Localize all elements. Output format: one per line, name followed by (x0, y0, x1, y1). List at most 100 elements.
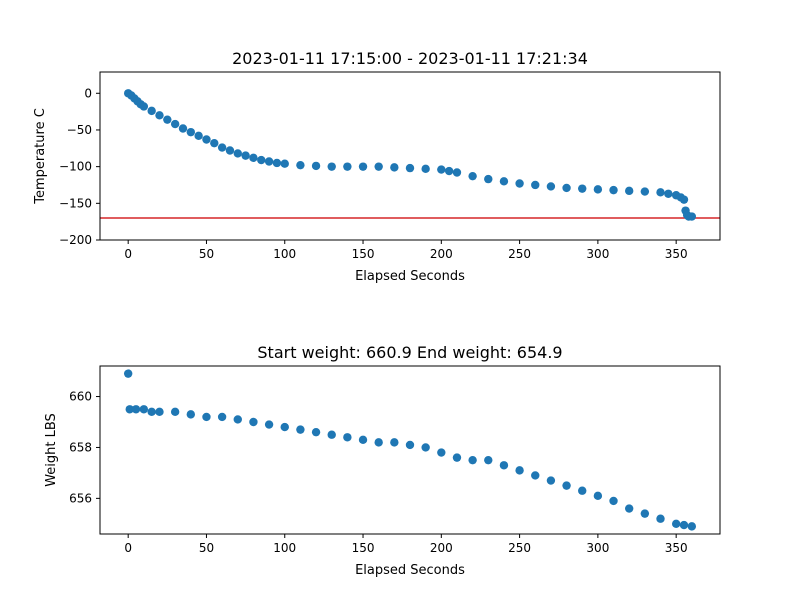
temperature-data-point (374, 162, 383, 171)
temperature-data-point (194, 131, 203, 141)
temperature-data-point (155, 111, 164, 120)
temperature-data-point (241, 151, 250, 160)
temperature-data-point (593, 185, 603, 194)
weight-y-tick-label: 660 (69, 390, 92, 404)
weight-data-point (186, 410, 196, 419)
temperature-data-point (210, 138, 219, 148)
temperature-x-tick-label: 50 (199, 247, 214, 261)
temperature-data-point (311, 161, 321, 171)
temperature-data-point (437, 165, 446, 174)
weight-x-tick-label: 300 (586, 541, 609, 555)
temperature-y-axis-label: Temperature C (33, 108, 48, 205)
weight-data-point (624, 504, 634, 513)
weight-data-point (125, 405, 134, 414)
temperature-y-tick-label: −200 (59, 233, 92, 247)
weight-data-point (593, 491, 603, 501)
weight-data-point (578, 486, 587, 495)
weight-x-ticks: 0 50 100 150 200 250 300 350 (124, 534, 688, 555)
temperature-y-tick-label: −150 (59, 196, 92, 210)
temperature-data-point (202, 135, 211, 144)
temperature-data-point (468, 171, 477, 181)
temperature-data-point (170, 119, 180, 129)
temperature-data-point (163, 115, 172, 124)
temperature-data-point (546, 182, 556, 191)
temperature-x-tick-label: 200 (430, 247, 453, 261)
temperature-data-point (656, 188, 665, 197)
weight-data-point (656, 514, 665, 523)
weight-data-point (123, 369, 133, 378)
temperature-data-point (679, 195, 689, 204)
temperature-data-point (147, 106, 156, 116)
weight-y-tick-label: 658 (69, 440, 92, 454)
temperature-data-point (233, 149, 242, 158)
temperature-x-tick-label: 150 (352, 247, 375, 261)
temperature-data-point (578, 184, 587, 193)
weight-points (123, 369, 697, 531)
weight-data-point (609, 496, 618, 506)
temperature-data-point (624, 186, 634, 196)
weight-data-point (679, 520, 689, 530)
temperature-x-tick-label: 0 (124, 247, 132, 261)
temperature-data-point (452, 168, 462, 177)
weight-data-point (484, 455, 493, 465)
temperature-data-point (186, 127, 196, 137)
temperature-data-point (139, 102, 149, 111)
weight-data-point (437, 448, 446, 457)
weight-x-tick-label: 350 (665, 541, 688, 555)
temperature-x-tick-label: 350 (665, 247, 688, 261)
temperature-x-tick-label: 300 (586, 247, 609, 261)
weight-x-tick-label: 0 (124, 541, 132, 555)
weight-data-point (687, 522, 697, 531)
temperature-data-point (444, 166, 454, 176)
weight-data-point (421, 443, 430, 452)
weight-y-ticks: 656 658 660 (69, 390, 100, 505)
weight-data-point (170, 407, 180, 417)
temperature-data-point (280, 159, 289, 168)
weight-data-point (515, 466, 524, 475)
weight-y-axis-label: Weight LBS (44, 413, 59, 487)
weight-data-point (390, 438, 399, 447)
weight-data-point (280, 422, 289, 432)
weight-data-point (131, 405, 141, 414)
weight-data-point (327, 430, 336, 439)
weight-data-point (374, 438, 383, 447)
temperature-data-point (499, 177, 509, 186)
temperature-data-point (178, 124, 188, 133)
temperature-data-point (272, 158, 282, 168)
temperature-x-tick-label: 250 (508, 247, 531, 261)
weight-chart: 0 50 100 150 200 250 300 350 656 658 660 Start we… (44, 343, 721, 578)
weight-data-point (562, 481, 571, 490)
temperature-chart: 0 50 100 150 200 250 300 350 0 −50 −100 −150 −200 2… (33, 49, 721, 284)
temperature-data-point (484, 174, 493, 184)
weight-chart-title: Start weight: 660.9 End weight: 654.9 (257, 343, 562, 362)
weight-data-point (139, 405, 149, 414)
weight-x-axis-label: Elapsed Seconds (355, 563, 465, 578)
weight-data-point (405, 440, 415, 450)
temperature-data-point (358, 162, 368, 171)
weight-x-tick-label: 150 (352, 541, 375, 555)
weight-data-point (358, 435, 368, 445)
weight-data-point (671, 519, 681, 529)
temperature-data-point (562, 183, 571, 193)
temperature-x-tick-label: 100 (273, 247, 296, 261)
temperature-y-tick-label: 0 (84, 86, 92, 100)
weight-x-tick-label: 100 (273, 541, 296, 555)
weight-y-tick-label: 656 (69, 491, 92, 505)
temperature-data-point (609, 185, 618, 195)
weight-x-tick-label: 250 (508, 541, 531, 555)
weight-data-point (499, 461, 509, 470)
temperature-points (123, 89, 697, 221)
temperature-plot-frame (99, 71, 721, 241)
temperature-y-tick-label: −100 (59, 160, 92, 174)
temperature-data-point (249, 153, 258, 163)
temperature-data-point (390, 163, 399, 172)
temperature-data-point (664, 189, 673, 198)
weight-data-point (296, 425, 305, 434)
temperature-chart-title: 2023-01-11 17:15:00 - 2023-01-11 17:21:3… (232, 49, 588, 68)
weight-data-point (217, 412, 227, 422)
weight-plot-frame (99, 365, 721, 535)
weight-data-point (202, 412, 211, 422)
temperature-data-point (515, 179, 524, 188)
weight-data-point (452, 453, 462, 462)
